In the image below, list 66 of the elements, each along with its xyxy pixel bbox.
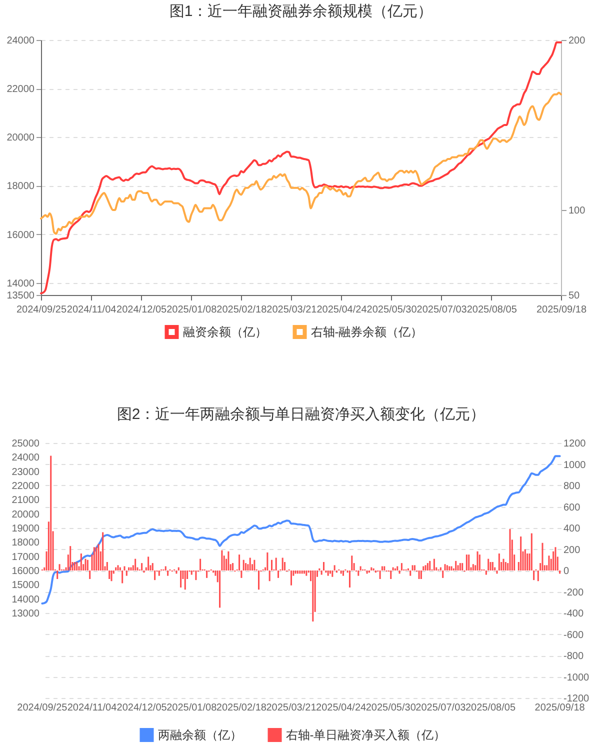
y2-tick-label: -800 <box>564 651 584 662</box>
y-tick-label: 20000 <box>6 132 35 144</box>
x-tick-label: 2024/12/05 <box>116 702 168 714</box>
y2-tick-label: 0 <box>564 566 570 577</box>
y2-tick-label: 100 <box>568 206 586 216</box>
x-tick-label: 2025/08/05 <box>465 702 516 714</box>
y-tick-label: 22000 <box>12 481 40 492</box>
x-tick-label: 2025/08/05 <box>466 304 518 316</box>
y-tick-label: 13000 <box>12 608 40 620</box>
x-tick-label: 2025/01/08 <box>166 304 218 316</box>
x-tick-label: 2025/05/30 <box>366 702 416 714</box>
y-tick-label: 20000 <box>12 509 40 520</box>
x-tick-label: 2025/05/30 <box>366 304 418 316</box>
y-tick-label: 17000 <box>12 552 40 563</box>
legend-label: 两融余额（亿） <box>158 728 242 742</box>
y-tick-label: 18000 <box>6 181 35 192</box>
x-tick-label: 2025/01/08 <box>166 702 218 714</box>
y-tick-label: 13500 <box>6 290 35 302</box>
y2-tick-label: -600 <box>564 630 584 641</box>
x-tick-label: 2025/09/18 <box>536 304 587 316</box>
x-tick-label: 2025/04/24 <box>316 702 367 714</box>
y-tick-label: 21000 <box>12 495 40 506</box>
x-tick-label: 2025/03/21 <box>266 702 317 714</box>
x-tick-label: 2025/02/18 <box>216 304 268 316</box>
x-tick-label: 2025/09/18 <box>534 702 586 714</box>
y-tick-label: 14000 <box>12 594 40 606</box>
y2-tick-label: -1200 <box>564 694 590 704</box>
x-tick-label: 2025/03/21 <box>266 304 318 316</box>
y-tick-label: 22000 <box>6 84 35 96</box>
y2-tick-label: 50 <box>568 290 580 302</box>
x-tick-label: 2025/07/03 <box>416 702 466 714</box>
y2-tick-label: 600 <box>564 502 581 514</box>
x-tick-label: 2024/11/04 <box>66 304 117 316</box>
line-series <box>40 92 562 235</box>
y-tick-label: 16000 <box>12 566 40 577</box>
y-tick-label: 25000 <box>12 438 40 450</box>
x-tick-label: 2024/09/25 <box>16 304 67 316</box>
y2-tick-label: 1000 <box>564 460 586 471</box>
x-tick-label: 2024/11/04 <box>67 702 118 714</box>
y2-tick-label: -200 <box>564 587 584 598</box>
chart-title: 图1：近一年融资融券余额规模（亿元） <box>169 3 433 20</box>
y2-tick-label: 200 <box>564 544 581 556</box>
legend-label: 右轴-融券余额（亿） <box>310 325 423 339</box>
y-tick-label: 15000 <box>12 580 40 592</box>
line-series <box>41 455 561 605</box>
x-tick-label: 2024/09/25 <box>17 702 68 714</box>
y2-tick-label: 200 <box>568 36 586 46</box>
y-tick-label: 18000 <box>12 538 40 549</box>
y2-tick-label: 400 <box>564 524 581 534</box>
y-tick-label: 24000 <box>12 452 40 464</box>
y-tick-label: 19000 <box>12 524 40 534</box>
legend-label: 右轴-单日融资净买入额（亿） <box>286 728 446 742</box>
y2-tick-label: -400 <box>564 608 584 620</box>
x-tick-label: 2025/04/24 <box>316 304 368 316</box>
x-tick-label: 2025/02/18 <box>216 702 267 714</box>
y-tick-label: 16000 <box>6 230 35 241</box>
y-tick-label: 23000 <box>12 466 40 478</box>
x-tick-label: 2025/07/03 <box>416 304 468 316</box>
chart-title: 图2：近一年两融余额与单日融资净买入额变化（亿元） <box>116 406 486 423</box>
y2-tick-label: 1200 <box>564 438 586 450</box>
x-tick-label: 2024/12/05 <box>116 304 168 316</box>
legend-label: 融资余额（亿） <box>182 325 267 339</box>
y2-tick-label: 800 <box>564 481 581 492</box>
y-tick-label: 24000 <box>6 36 35 46</box>
y2-tick-label: -1000 <box>564 672 590 684</box>
y-tick-label: 14000 <box>6 278 35 290</box>
